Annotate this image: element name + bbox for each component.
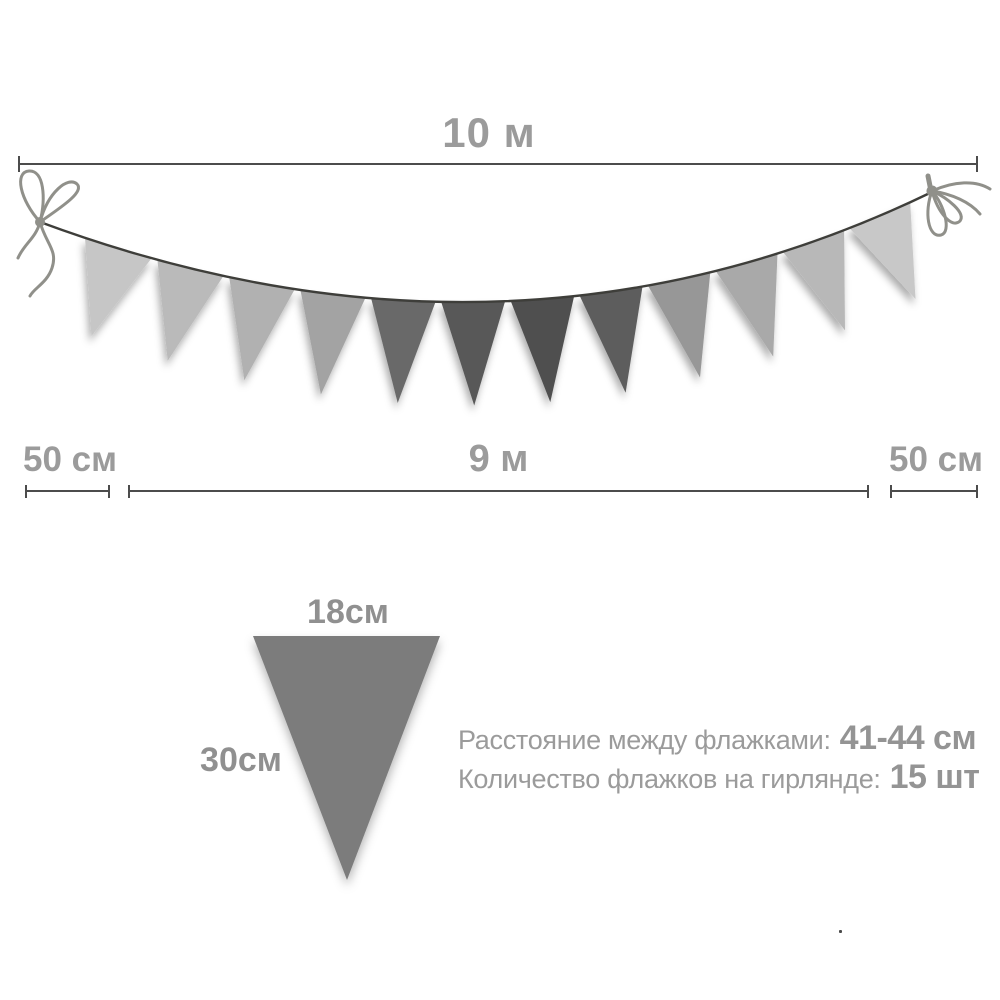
tick-right <box>976 156 978 172</box>
sample-flag-triangle <box>253 636 440 880</box>
bow-left-knot <box>35 217 45 227</box>
garland-flag-5 <box>371 298 436 403</box>
garland-flag-4 <box>300 290 366 395</box>
bow-right <box>925 173 992 237</box>
spec-row-count: Количество флажков на гирлянде: 15 шт <box>458 758 980 796</box>
tick-left <box>18 156 20 172</box>
garland-flag-1 <box>85 237 152 337</box>
bow-left-tail <box>28 220 55 298</box>
tail-right-dimension-line <box>890 485 978 498</box>
bow-left-loop <box>19 169 45 224</box>
flags-span-label: 9 м <box>468 438 529 480</box>
flags-span-dimension-line <box>128 485 869 498</box>
garland-flag-8 <box>579 286 643 393</box>
flag-height-label: 30см <box>200 741 282 779</box>
garland-flag-2 <box>157 259 224 361</box>
garland-flag-7 <box>510 296 575 403</box>
bow-left <box>16 169 80 298</box>
garland-flag-10 <box>715 253 778 357</box>
tick-right <box>108 485 110 498</box>
bow-left-loop <box>38 180 80 224</box>
spec-count-value: 15 шт <box>889 758 980 796</box>
tail-left-dimension-line <box>25 485 110 498</box>
spec-count-label: Количество флажков на гирлянде: <box>458 764 881 794</box>
bow-right-loop <box>926 189 948 237</box>
bow-right-tail <box>930 181 992 193</box>
total-length-label: 10 м <box>442 109 536 156</box>
tick-right <box>867 485 869 498</box>
garland-flag-11 <box>782 230 845 331</box>
tail-right-label: 50 см <box>888 440 983 479</box>
spec-text-block: Расстояние между флажками: 41-44 см Коли… <box>458 719 980 796</box>
tick-left <box>128 485 130 498</box>
garland-flag-6 <box>441 301 506 406</box>
garland-flag-3 <box>229 277 295 381</box>
tail-left-label: 50 см <box>22 440 117 479</box>
tick-left <box>25 485 27 498</box>
garland-string <box>39 190 933 304</box>
flag-width-label: 18см <box>307 593 389 631</box>
total-length-dimension-line <box>18 156 978 172</box>
spec-distance-label: Расстояние между флажками: <box>458 725 831 755</box>
tick-right <box>976 485 978 498</box>
bow-left-tail <box>16 220 42 260</box>
spec-distance-value: 41-44 см <box>839 719 977 757</box>
spec-row-distance: Расстояние между флажками: 41-44 см <box>458 719 979 757</box>
stray-dot <box>839 930 842 933</box>
garland-flag-9 <box>647 272 711 378</box>
garland-flags <box>85 202 916 406</box>
garland-flag-12 <box>849 202 916 299</box>
bow-right-knot <box>926 185 938 197</box>
bow-right-loop <box>930 189 963 225</box>
tick-left <box>890 485 892 498</box>
